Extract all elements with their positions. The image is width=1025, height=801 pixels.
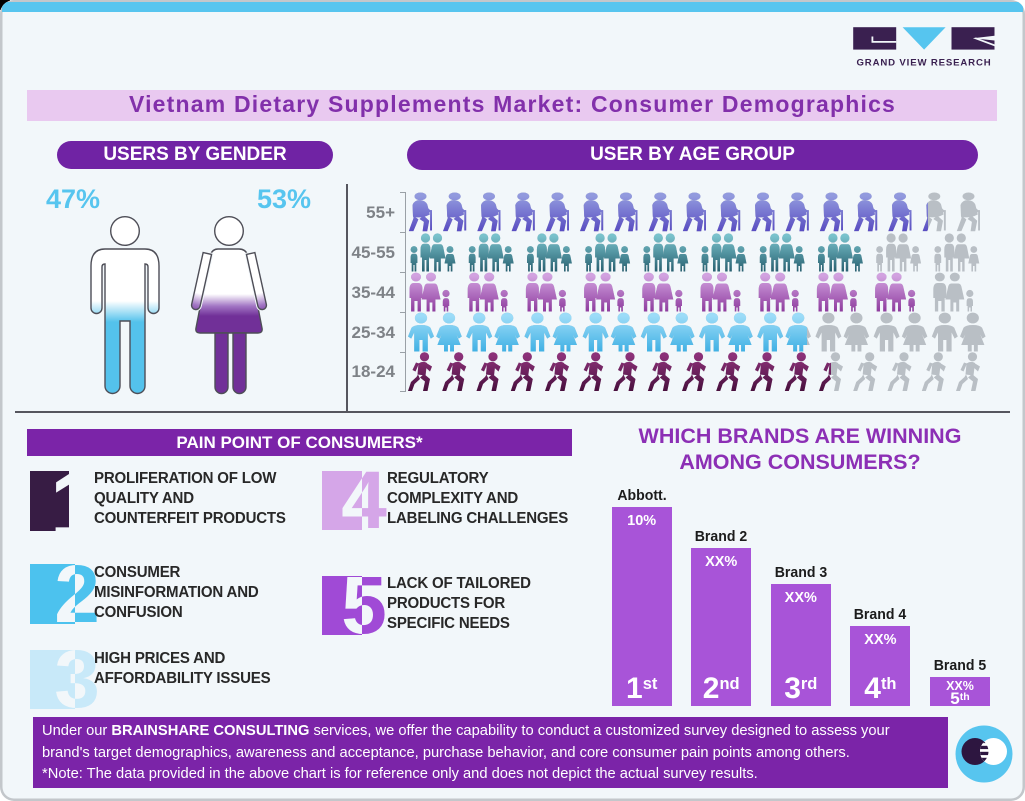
- svg-text:3: 3: [54, 650, 100, 709]
- svg-text:GRAND VIEW RESEARCH: GRAND VIEW RESEARCH: [856, 58, 991, 69]
- svg-text:3: 3: [54, 650, 100, 709]
- svg-text:4: 4: [341, 471, 387, 530]
- svg-text:2: 2: [54, 564, 100, 624]
- svg-text:5: 5: [341, 576, 387, 635]
- svg-text:1: 1: [50, 471, 103, 531]
- svg-text:4: 4: [341, 471, 387, 530]
- svg-text:5: 5: [341, 576, 387, 635]
- svg-text:2: 2: [54, 564, 100, 624]
